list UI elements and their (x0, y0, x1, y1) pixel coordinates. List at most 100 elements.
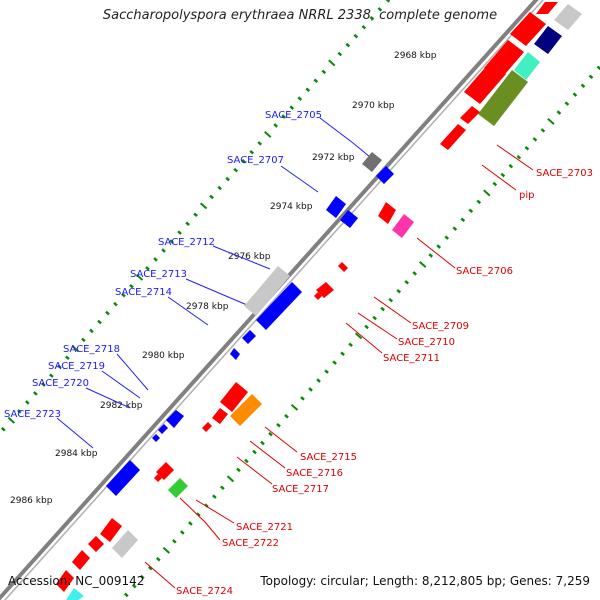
gene-gray-sace-2712[interactable] (244, 266, 290, 316)
tick-mark (332, 360, 337, 365)
gene-red-sace-2710[interactable] (316, 282, 334, 298)
gene-label-sace-2718[interactable]: SACE_2718 (63, 344, 120, 355)
gene-orange-sace-2716[interactable] (230, 394, 262, 426)
gene-teal[interactable] (514, 52, 540, 80)
tick-mark (297, 96, 303, 101)
gene-blue-sace-2712[interactable] (256, 282, 302, 330)
kbp-2976: 2976 kbp (228, 252, 271, 262)
gene-red-sace-2717-b[interactable] (202, 422, 212, 432)
tick-mark (372, 315, 377, 321)
tick-mark (145, 266, 150, 271)
gene-red-sace-2721[interactable] (156, 462, 174, 480)
gene-label-sace-2712[interactable]: SACE_2712 (158, 237, 215, 248)
tick-mark (209, 194, 214, 200)
tick-mark (188, 521, 193, 526)
gene-red-bottom-2[interactable] (88, 536, 104, 552)
leader-sace-2709 (373, 296, 412, 324)
tick-mark (380, 306, 385, 312)
gene-red-sace-2703[interactable] (460, 106, 480, 124)
leader-sace-2714 (167, 296, 209, 326)
tick-mark (225, 176, 230, 182)
gene-label-sace-2709[interactable]: SACE_2709 (412, 321, 469, 332)
gene-label-sace-2714[interactable]: SACE_2714 (115, 287, 172, 298)
gene-magenta-sace-2706[interactable] (392, 214, 414, 238)
tick-mark (172, 539, 177, 544)
tick-mark (7, 416, 15, 424)
gene-label-pip[interactable]: pip (519, 190, 534, 201)
leader-sace-2719 (101, 370, 141, 399)
gene-red-bottom-4[interactable] (56, 570, 74, 592)
gene-blue-sace-2719[interactable] (158, 424, 168, 434)
tick-mark (257, 141, 263, 146)
gene-label-sace-2703[interactable]: SACE_2703 (536, 168, 593, 179)
gene-red-sace-2715[interactable] (220, 382, 248, 412)
gene-red-bottom-3[interactable] (72, 550, 90, 570)
tick-mark (588, 74, 594, 80)
gene-blue-sace-2713[interactable] (242, 330, 256, 344)
gene-label-sace-2717[interactable]: SACE_2717 (272, 484, 329, 495)
gene-blue-sace-2714[interactable] (230, 348, 240, 360)
gene-red-sace-2717-a[interactable] (212, 408, 228, 424)
gene-red-sace-2722-small[interactable] (154, 474, 162, 482)
tick-mark (57, 364, 62, 369)
tick-mark (468, 208, 474, 214)
gene-label-sace-2715[interactable]: SACE_2715 (300, 452, 357, 463)
tick-mark (596, 65, 600, 71)
gene-label-sace-2716[interactable]: SACE_2716 (286, 468, 343, 479)
gene-label-sace-2724[interactable]: SACE_2724 (176, 586, 233, 597)
gene-label-sace-2723[interactable]: SACE_2723 (4, 409, 61, 420)
gene-red-sace-2711[interactable] (314, 292, 322, 300)
gene-red-top-1[interactable] (536, 2, 558, 14)
gene-cyan-bottom[interactable] (66, 588, 84, 600)
gene-label-sace-2711[interactable]: SACE_2711 (383, 353, 440, 364)
gene-features (56, 2, 582, 600)
tick-mark (0, 426, 6, 432)
gene-red-sace-2706[interactable] (378, 202, 396, 224)
tick-mark (260, 440, 265, 446)
tick-mark (532, 137, 538, 142)
gene-red-pip-2[interactable] (464, 62, 506, 104)
gene-label-sace-2705[interactable]: SACE_2705 (265, 110, 322, 121)
leader-sace-2715 (264, 426, 298, 453)
tick-mark (337, 51, 343, 57)
gene-blue-sace-2718[interactable] (166, 410, 184, 428)
gene-red-small-1[interactable] (440, 124, 466, 150)
gene-red-top-2[interactable] (510, 12, 546, 46)
gene-label-sace-2713[interactable]: SACE_2713 (130, 269, 187, 280)
tick-mark (419, 260, 427, 268)
gene-olive[interactable] (478, 70, 528, 126)
gene-red-sace-2709[interactable] (338, 262, 348, 272)
gene-label-sace-2710[interactable]: SACE_2710 (398, 337, 455, 348)
gene-red-bottom-1[interactable] (100, 518, 122, 542)
gene-label-sace-2720[interactable]: SACE_2720 (32, 378, 89, 389)
gene-blue-sace-2707-a[interactable] (326, 196, 346, 218)
leader-sace-2724 (144, 561, 176, 589)
tick-mark (290, 403, 299, 411)
backbone-line-2 (3, 0, 545, 600)
tick-mark (444, 235, 450, 240)
tick-mark (385, 0, 391, 3)
tick-mark (348, 342, 353, 348)
gene-label-sace-2722[interactable]: SACE_2722 (222, 538, 279, 549)
tick-mark (177, 230, 182, 235)
tick-mark (321, 69, 327, 75)
gene-navy[interactable] (534, 26, 562, 54)
gene-blue-sace-2720[interactable] (152, 434, 160, 442)
gene-blue-sace-2723[interactable] (106, 460, 140, 496)
tick-mark (185, 221, 190, 227)
gene-blue-sace-2707-b[interactable] (340, 210, 358, 228)
gene-label-sace-2706[interactable]: SACE_2706 (456, 266, 513, 277)
gene-label-sace-2721[interactable]: SACE_2721 (236, 522, 293, 533)
gene-blue-sace-2705[interactable] (376, 166, 394, 184)
gene-green-sace-2721[interactable] (168, 478, 188, 498)
leader-sace-2712 (212, 245, 271, 270)
gene-label-sace-2719[interactable]: SACE_2719 (48, 361, 105, 372)
gene-gray-sace-2724[interactable] (112, 530, 138, 558)
gene-darkgray-sace-2705[interactable] (362, 152, 382, 172)
leader-sace-2717 (236, 456, 273, 485)
tick-mark (396, 288, 402, 294)
gene-gray-top[interactable] (554, 4, 582, 30)
gene-label-sace-2707[interactable]: SACE_2707 (227, 155, 284, 166)
tick-mark (236, 467, 241, 473)
